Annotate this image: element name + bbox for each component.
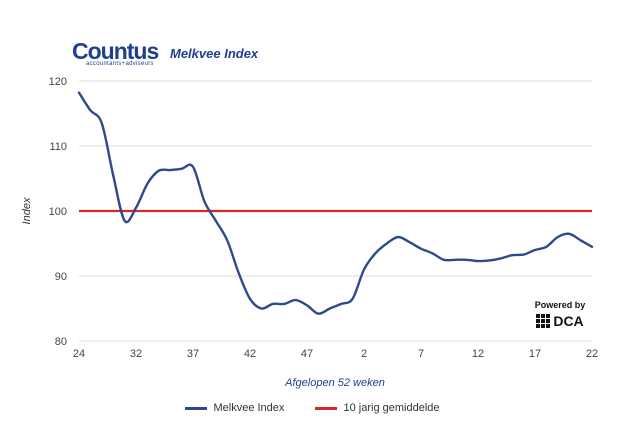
legend-item-melkvee-index: Melkvee Index [185,402,284,414]
y-tick-label-4: 120 [49,76,67,88]
x-axis-ticks: 24 32 37 42 47 2 7 12 17 22 [73,348,598,360]
legend-label-average: 10 jarig gemiddelde [343,402,440,414]
legend-label-index: Melkvee Index [213,402,285,414]
y-tick-label-2: 100 [49,206,67,218]
logo-tagline: accountants+adviseurs [86,61,154,67]
series-layer [77,91,594,315]
y-tick-label-3: 110 [49,141,67,153]
dca-brand-name: DCA [553,313,584,329]
powered-by-label: Powered by [534,300,586,310]
x-tick-label-0: 24 [73,348,85,360]
chart-legend: Melkvee Index 10 jarig gemiddelde [0,402,625,414]
x-tick-label-3: 42 [244,348,256,360]
x-axis-label: Afgelopen 52 weken [284,377,385,389]
logo-wordmark: Countus [72,38,159,64]
legend-swatch-average [315,406,338,410]
y-axis-ticks: 80 90 100 110 120 [49,76,67,348]
countus-logo: Countus accountants+adviseurs [72,38,159,68]
x-tick-label-5: 2 [361,348,367,360]
series-line-melkvee-index [77,91,594,315]
y-axis-label: Index [21,197,33,224]
legend-item-10-jarig-gemiddelde: 10 jarig gemiddelde [315,402,440,414]
x-tick-label-8: 17 [529,348,541,360]
legend-swatch-index [185,406,208,410]
x-tick-label-6: 7 [418,348,424,360]
x-tick-label-2: 37 [187,348,199,360]
dca-grid-icon [536,314,551,328]
dca-brand: DCA [520,313,600,329]
y-tick-label-0: 80 [55,336,67,348]
chart-title: Melkvee Index [170,46,259,61]
x-tick-label-9: 22 [586,348,598,360]
x-tick-label-1: 32 [130,348,142,360]
x-tick-label-4: 47 [301,348,313,360]
powered-by-dca: Powered by DCA [520,300,600,329]
x-tick-label-7: 12 [472,348,484,360]
y-tick-label-1: 90 [55,271,67,283]
